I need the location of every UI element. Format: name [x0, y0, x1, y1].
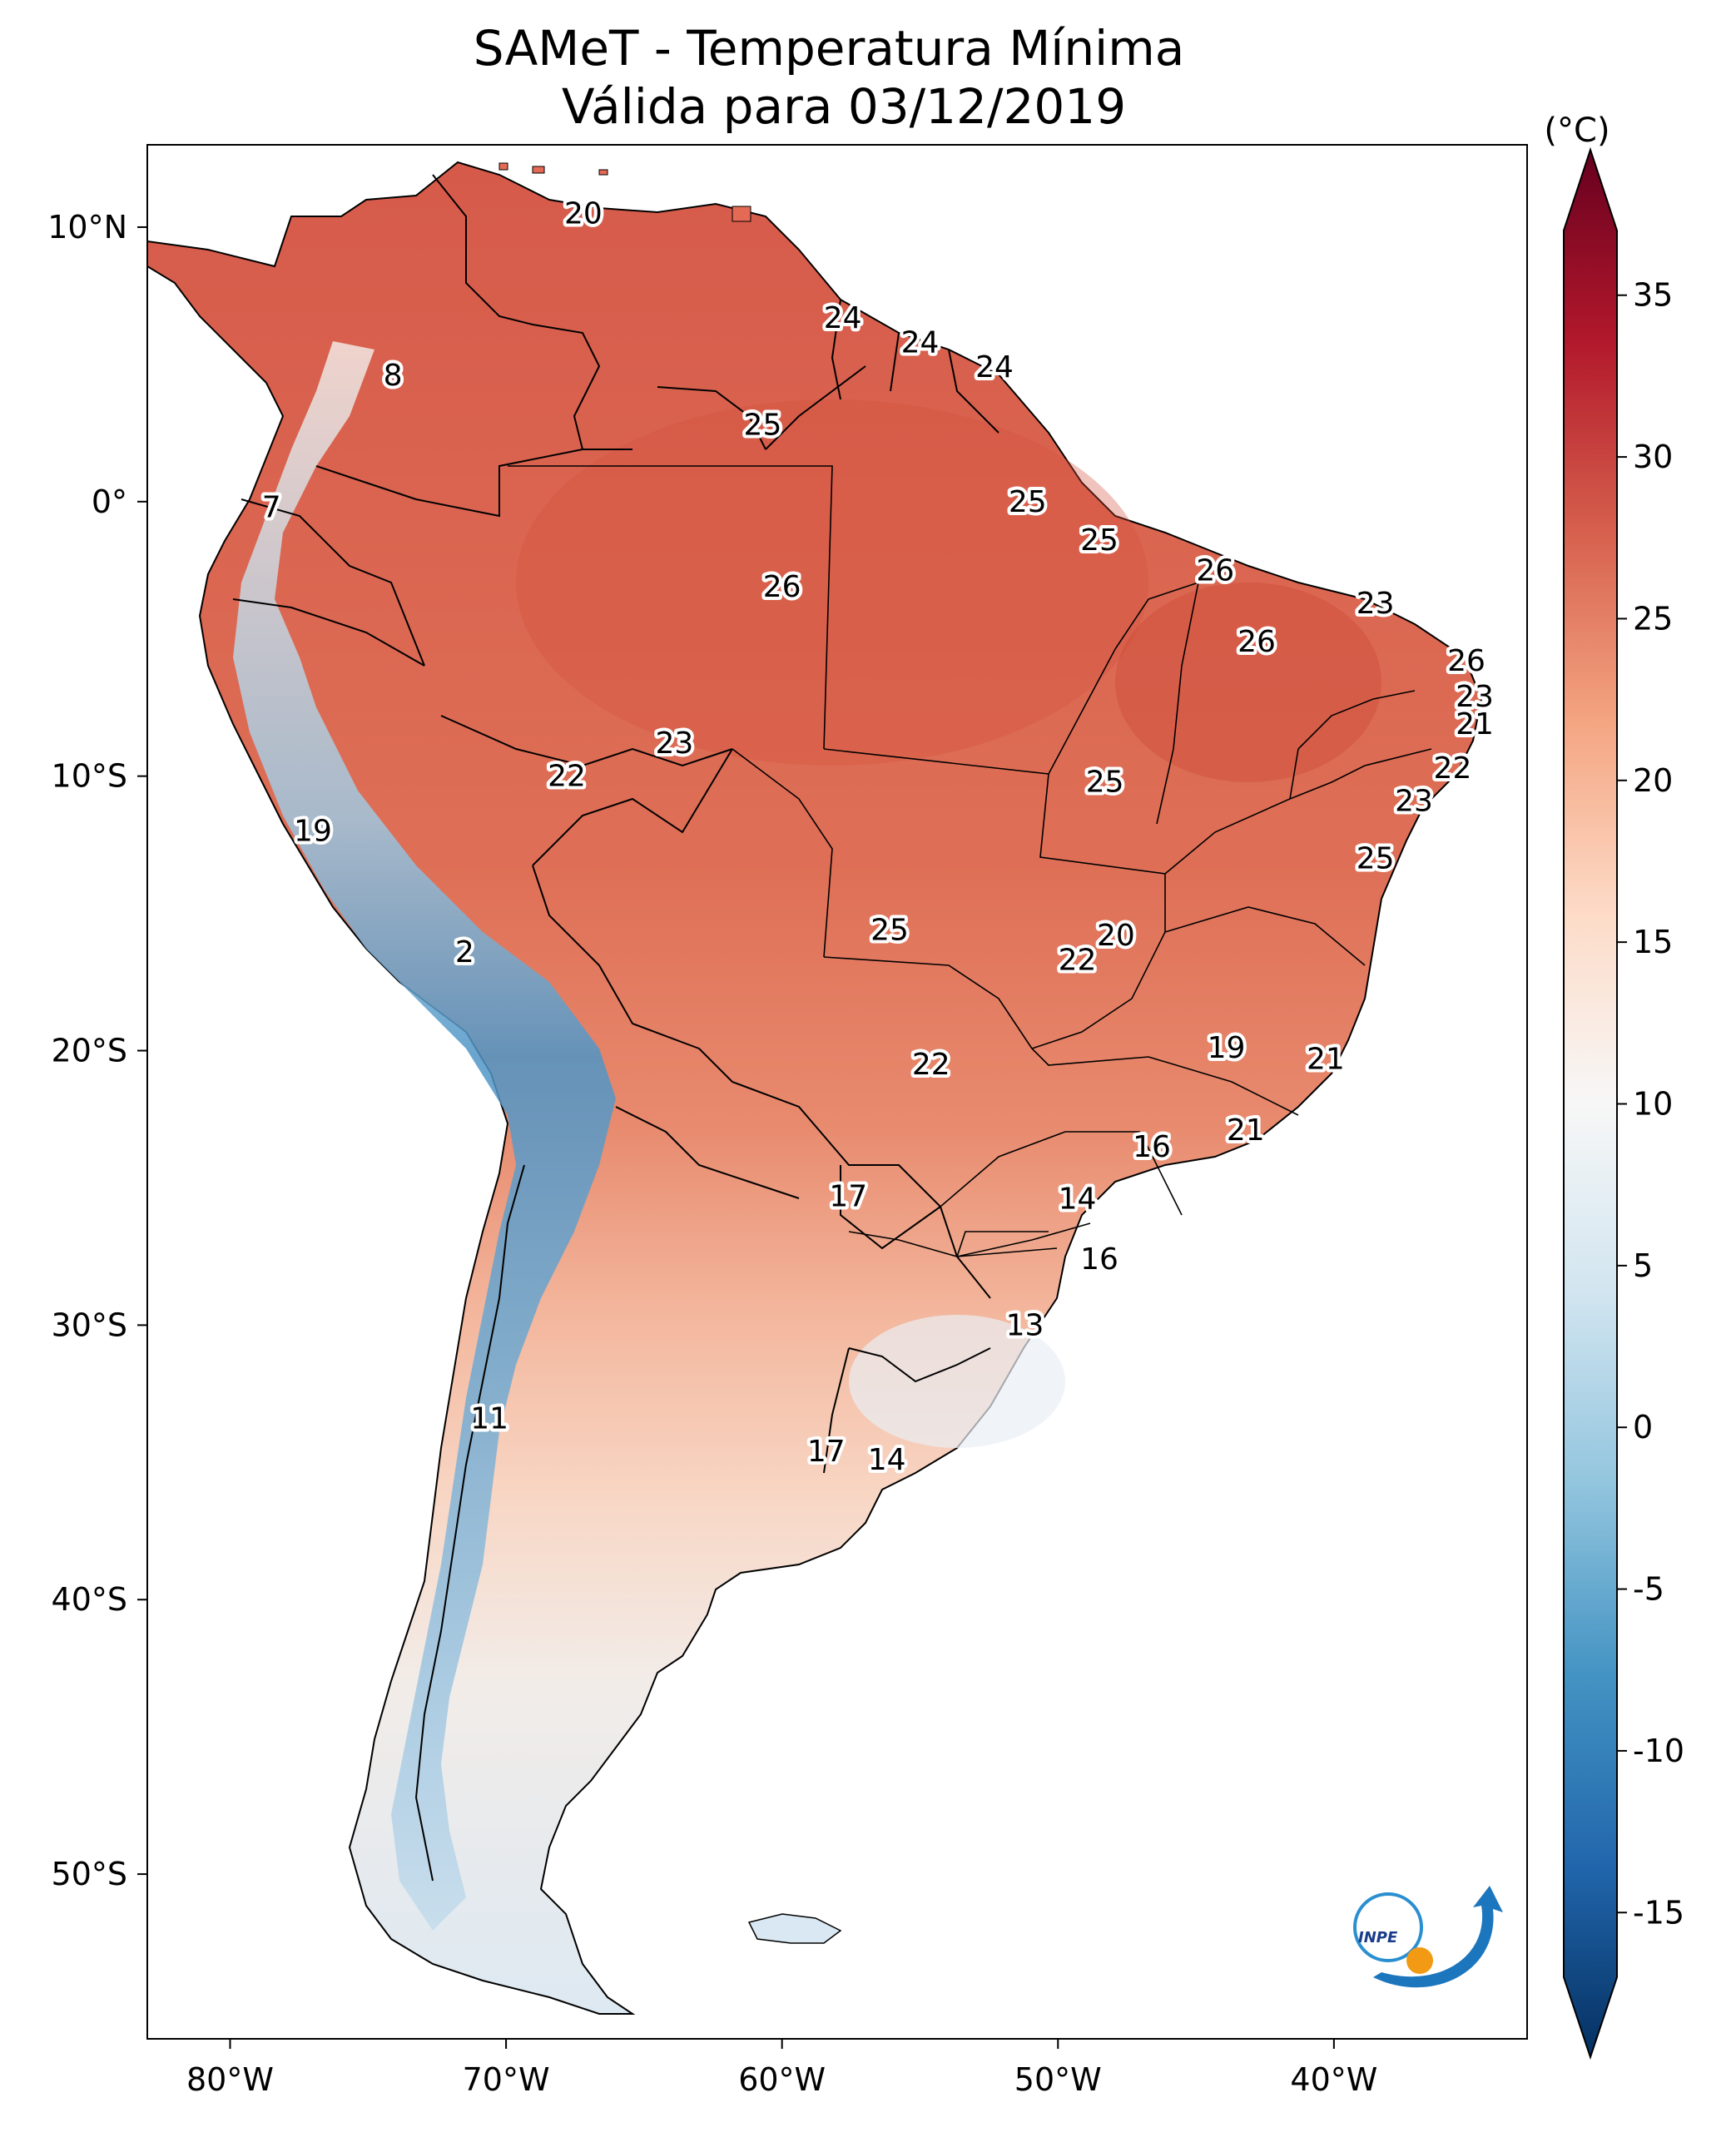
amazon-warm-area — [516, 399, 1148, 766]
colorbar: (°C) 35 30 25 20 15 10 5 0 -5 -10 -15 — [1544, 112, 1684, 2060]
station-temperature-label: 21 — [1307, 1042, 1345, 1076]
lat-tick-label: 10°S — [52, 758, 127, 795]
station-temperature-label: 19 — [1208, 1031, 1246, 1065]
colorbar-tick-label: 20 — [1633, 762, 1673, 799]
station-temperature-label: 23 — [655, 726, 693, 761]
colorbar-tick-label: 10 — [1633, 1086, 1673, 1123]
station-temperature-label: 26 — [1447, 644, 1486, 678]
colorbar-tick-label: 0 — [1633, 1409, 1653, 1445]
inpe-logo-swoosh — [1373, 1886, 1503, 1988]
station-temperature-label: 24 — [901, 325, 940, 359]
latitude-ticks: 10°N 0° 10°S 20°S 30°S 40°S 50°S — [47, 209, 147, 1892]
inpe-logo-ring — [1353, 1892, 1423, 1962]
station-temperature-label: 16 — [1133, 1130, 1171, 1164]
lat-tick-label: 10°N — [47, 209, 127, 245]
station-temperature-label: 7 — [262, 490, 281, 524]
colorbar-tick-label: 5 — [1633, 1247, 1653, 1284]
state-borders — [508, 465, 1432, 1257]
station-temperature-label: 22 — [912, 1048, 950, 1082]
station-temperature-label: 23 — [1357, 587, 1395, 621]
map-title-line2: Válida para 03/12/2019 — [562, 78, 1126, 135]
colorbar-tick-label: 25 — [1633, 600, 1673, 637]
colorbar-tick-label: 35 — [1633, 277, 1673, 314]
station-temperature-label: 13 — [1006, 1308, 1044, 1342]
inpe-logo-dot — [1406, 1947, 1433, 1974]
colorbar-ticks: 35 30 25 20 15 10 5 0 -5 -10 -15 — [1617, 277, 1684, 1931]
station-temperature-label: 25 — [744, 408, 782, 442]
station-temperature-label: 8 — [384, 359, 403, 393]
lat-tick-label: 30°S — [52, 1307, 127, 1343]
colorbar-tick-label: 15 — [1633, 924, 1673, 960]
station-temperature-label: 25 — [1357, 842, 1395, 876]
station-temperature-label: 21 — [1456, 707, 1494, 741]
station-temperature-label: 25 — [1009, 485, 1047, 519]
map-panel: 80°W 70°W 60°W 50°W 40°W 10°N 0° 10°S 20°S 30°S 4… — [47, 144, 1528, 2098]
station-temperature-label: 21 — [1227, 1113, 1265, 1148]
station-temperature-label: 11 — [470, 1402, 508, 1436]
lon-tick-label: 60°W — [738, 2061, 826, 2098]
station-temperature-label: 14 — [1059, 1183, 1097, 1217]
station-temperature-label: 16 — [1080, 1242, 1118, 1277]
lon-tick-label: 50°W — [1014, 2061, 1102, 2098]
pampas-cool-area — [849, 1315, 1065, 1448]
station-temperature-label: 22 — [548, 760, 586, 794]
station-temperature-label: 22 — [1059, 944, 1097, 978]
colorbar-tick-label: -5 — [1633, 1571, 1664, 1608]
islands — [498, 162, 751, 222]
station-temperature-label: 26 — [1238, 625, 1276, 659]
colorbar-unit-label: (°C) — [1544, 112, 1610, 150]
lon-tick-label: 80°W — [186, 2061, 274, 2098]
station-temperature-label: 23 — [1456, 680, 1494, 714]
lon-tick-label: 70°W — [463, 2061, 550, 2098]
station-temperature-label: 25 — [870, 913, 909, 947]
station-temperature-label: 23 — [1395, 784, 1433, 818]
station-temperature-label: 17 — [829, 1179, 867, 1213]
inpe-logo: INPE — [1353, 1886, 1503, 1988]
colorbar-tick-label: 30 — [1633, 439, 1673, 475]
station-temperature-label: 14 — [868, 1443, 906, 1477]
inpe-logo-text: INPE — [1358, 1929, 1398, 1946]
station-temperature-label: 20 — [564, 196, 603, 231]
station-temperature-label: 26 — [1196, 553, 1234, 588]
lat-tick-label: 0° — [92, 483, 127, 520]
station-temperature-label: 17 — [807, 1435, 846, 1469]
station-temperature-label: 19 — [294, 815, 332, 849]
map-title-line1: SAMeT - Temperatura Mínima — [474, 20, 1185, 77]
longitude-ticks: 80°W 70°W 60°W 50°W 40°W — [186, 2039, 1377, 2098]
station-temperature-label: 25 — [1086, 765, 1124, 799]
station-temperature-label: 25 — [1080, 523, 1118, 558]
colorbar-tick-label: -10 — [1633, 1733, 1684, 1769]
lat-tick-label: 20°S — [52, 1033, 127, 1069]
station-temperature-label: 24 — [824, 301, 862, 335]
map-frame — [146, 144, 1528, 2040]
andes-cold-region — [233, 341, 616, 1931]
lat-tick-label: 40°S — [52, 1581, 127, 1618]
northeast-warm-area — [1115, 583, 1381, 782]
station-temperature-label: 26 — [763, 570, 801, 604]
colorbar-tick-label: -15 — [1633, 1894, 1684, 1931]
lat-tick-label: 50°S — [52, 1856, 127, 1892]
station-temperature-label: 22 — [1434, 751, 1472, 786]
station-temperature-label: 2 — [455, 935, 474, 969]
lon-tick-label: 40°W — [1290, 2061, 1377, 2098]
station-temperature-label: 24 — [975, 350, 1014, 384]
colorbar-body — [1563, 146, 1618, 2060]
falkland-islands — [747, 1913, 842, 1944]
station-temperature-label: 20 — [1097, 919, 1135, 953]
